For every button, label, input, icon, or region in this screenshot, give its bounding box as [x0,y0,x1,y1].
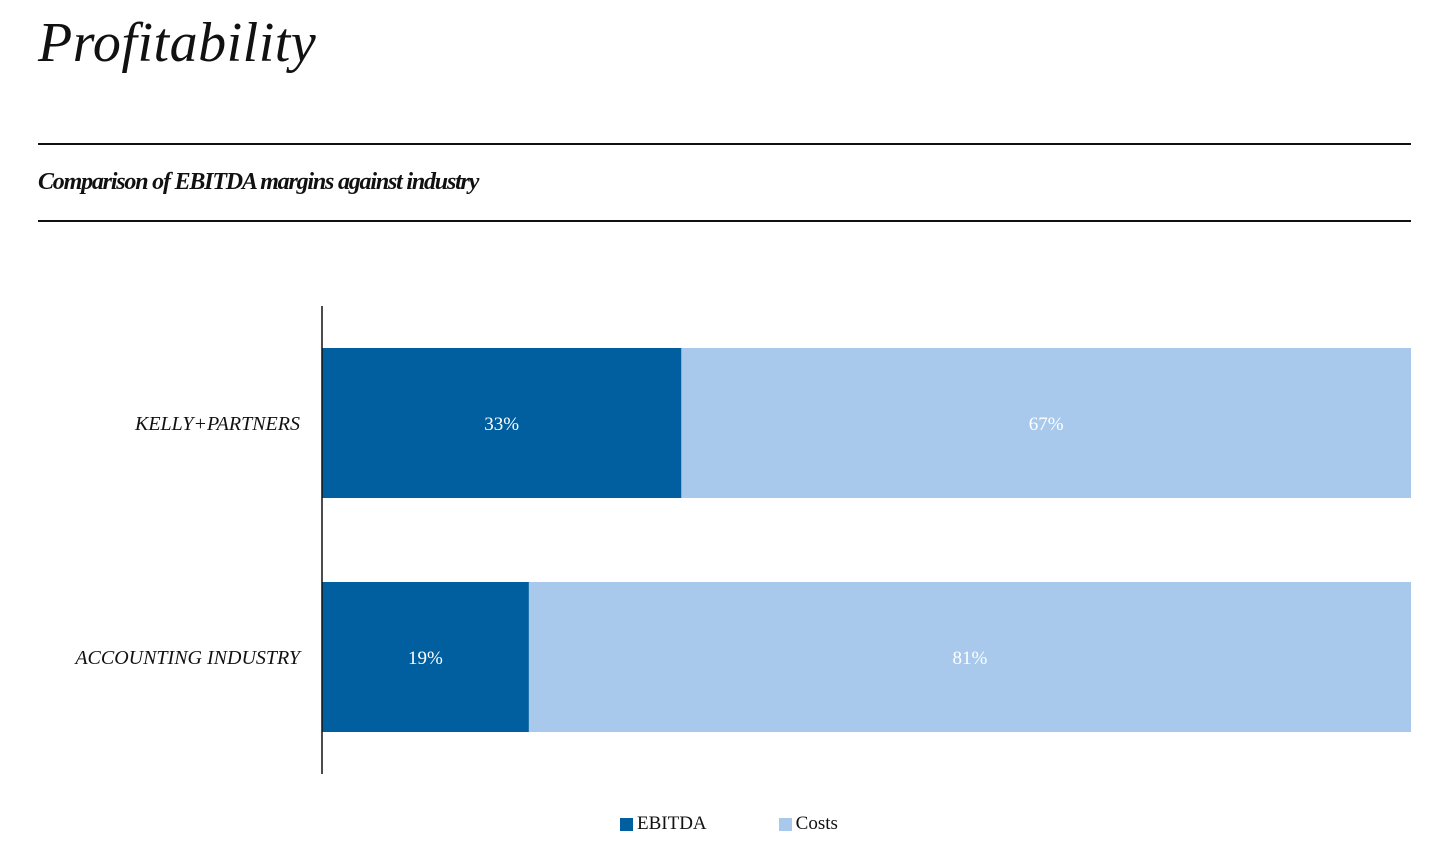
divider-top [38,143,1411,145]
legend-item-ebitda: EBITDA [620,812,707,836]
legend-swatch-costs [778,817,792,831]
legend-label-costs: Costs [795,813,838,834]
category-label-2: ACCOUNTING INDUSTRY [73,647,302,669]
bar-ebitda-2 [322,582,529,732]
bar-ebitda-1 [322,348,682,498]
chart-legend: EBITDA Costs [620,812,838,836]
data-label-ebitda-2: 19% [408,648,443,669]
chart-title: Comparison of EBITDA margins against ind… [38,169,479,195]
data-label-ebitda-1: 33% [484,414,519,435]
page-title: Profitability [38,12,317,74]
bar-costs-2 [528,582,1411,732]
divider-bottom [38,220,1411,222]
category-label-1: KELLY+PARTNERS [134,413,300,435]
legend-label-ebitda: EBITDA [637,813,707,834]
bar-costs-1 [681,348,1411,498]
data-label-costs-2: 81% [953,648,988,669]
legend-item-costs: Costs [778,812,838,836]
legend-swatch-ebitda [620,817,633,831]
data-label-costs-1: 67% [1029,414,1064,435]
